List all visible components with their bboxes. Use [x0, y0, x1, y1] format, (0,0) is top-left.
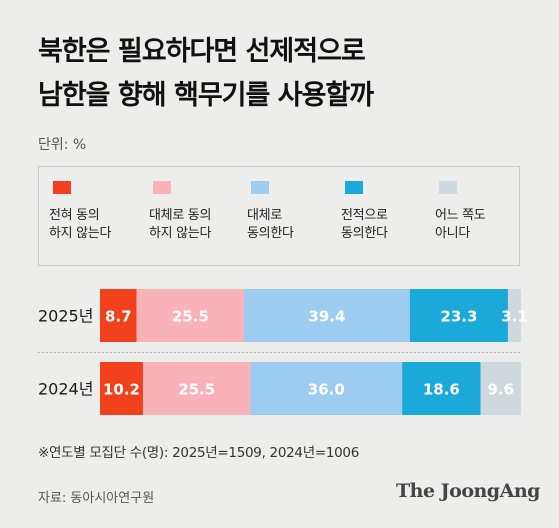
bar-segment-1-0: [100, 362, 143, 415]
bar-segment-0-2: [243, 289, 410, 342]
legend-item-1: 대체로 동의 하지 않는다: [149, 181, 211, 243]
legend-label-3: 전적으로 동의한다: [341, 208, 388, 241]
value-label-0-3: 23.3: [440, 308, 477, 326]
legend-swatch-3: [345, 181, 363, 194]
legend: 전혀 동의 하지 않는다 대체로 동의 하지 않는다 대체로 동의한다 전적으로 동의…: [38, 166, 520, 266]
category-label-1: 2024년: [38, 380, 93, 399]
legend-swatch-0: [53, 181, 71, 194]
legend-label-0: 전혀 동의 하지 않는다: [49, 208, 112, 241]
legend-item-2: 대체로 동의한다: [247, 181, 294, 243]
category-label-0: 2025년: [38, 307, 93, 326]
bar-segment-1-3: [402, 362, 481, 415]
bar-segment-0-4: [507, 289, 521, 342]
legend-label-1: 대체로 동의 하지 않는다: [149, 208, 212, 241]
value-label-1-0: 10.2: [103, 381, 140, 399]
sample-size-note: ※연도별 모집단 수(명): 2025년=1509, 2024년=1006: [38, 445, 359, 461]
value-label-0-0: 8.7: [105, 308, 132, 326]
bar-segment-0-3: [409, 289, 508, 342]
bar-segment-0-0: [100, 289, 137, 342]
value-label-0-2: 39.4: [308, 308, 345, 326]
chart-title-line2: 남한을 향해 핵무기를 사용할까: [38, 80, 374, 111]
legend-label-2: 대체로 동의한다: [247, 208, 294, 241]
legend-item-3: 전적으로 동의한다: [341, 181, 388, 243]
legend-item-4: 어느 쪽도 아니다: [435, 181, 486, 243]
unit-label: 단위: %: [38, 137, 87, 153]
publisher-logo: The JoongAng: [396, 480, 540, 502]
value-label-1-1: 25.5: [178, 381, 215, 399]
value-label-1-3: 18.6: [423, 381, 460, 399]
value-label-0-4: 3.1: [501, 308, 528, 326]
bar-segment-1-4: [480, 362, 521, 415]
chart-title: 북한은 필요하다면 선제적으로 남한을 향해 핵무기를 사용할까: [38, 30, 374, 118]
chart-title-line1: 북한은 필요하다면 선제적으로: [38, 36, 366, 67]
value-label-0-1: 25.5: [172, 308, 209, 326]
legend-label-4: 어느 쪽도 아니다: [435, 208, 486, 241]
legend-swatch-2: [251, 181, 269, 194]
legend-swatch-4: [439, 181, 457, 194]
legend-item-0: 전혀 동의 하지 않는다: [49, 181, 111, 243]
source-label: 자료: 동아시아연구원: [38, 491, 155, 506]
bar-segment-0-1: [136, 289, 244, 342]
value-label-1-2: 36.0: [308, 381, 345, 399]
bar-segment-1-2: [250, 362, 403, 415]
legend-swatch-1: [153, 181, 171, 194]
value-label-1-4: 9.6: [487, 381, 514, 399]
bar-segment-1-1: [142, 362, 251, 415]
